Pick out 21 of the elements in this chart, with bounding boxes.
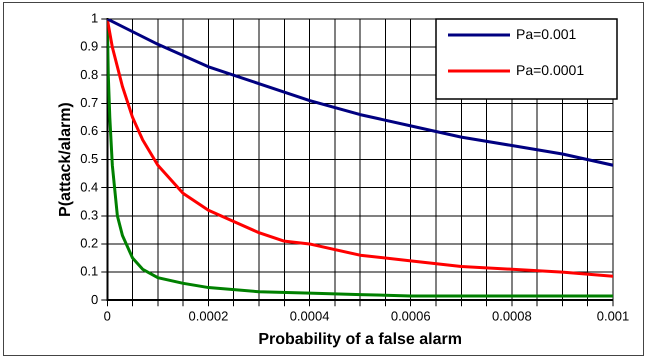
y-tick-label: 0.8 (80, 66, 98, 82)
y-axis-title: P(attack/alarm) (57, 102, 74, 217)
legend-label: Pa=0.001 (516, 26, 577, 42)
y-tick-label: 0.2 (80, 236, 98, 251)
y-tick-label: 0.5 (80, 151, 98, 166)
x-tick-label: 0 (104, 308, 111, 324)
y-tick-label: 0.4 (80, 179, 98, 194)
y-tick-label: 0.7 (80, 94, 98, 110)
x-tick-label: 0.0008 (492, 308, 532, 324)
x-tick-label: 0.0004 (290, 308, 330, 324)
x-axis-title: Probability of a false alarm (258, 330, 462, 348)
x-tick-label: 0.0002 (188, 308, 228, 324)
y-tick-label: 0.6 (80, 123, 98, 138)
y-tick-label: 0.9 (80, 38, 98, 54)
legend-label: Pa=0.0001 (516, 62, 584, 78)
y-tick-label: 0 (91, 292, 98, 307)
x-tick-label: 0.001 (596, 308, 630, 324)
y-tick-label: 0.3 (80, 207, 98, 222)
x-tick-label: 0.0006 (390, 308, 431, 324)
y-tick-label: 1 (91, 10, 98, 26)
y-tick-label: 0.1 (80, 264, 98, 279)
